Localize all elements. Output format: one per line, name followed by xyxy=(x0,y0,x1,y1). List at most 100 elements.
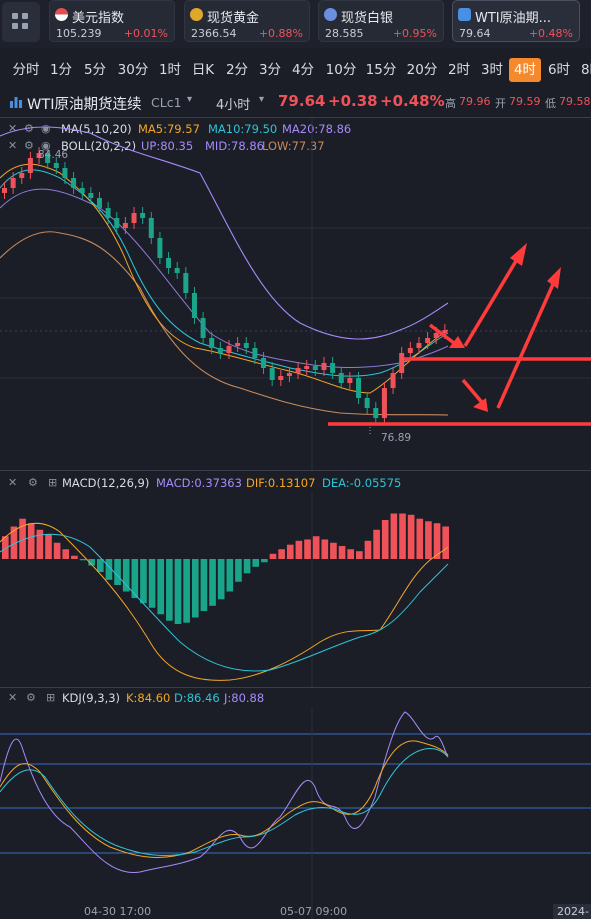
j-value: J:80.88 xyxy=(224,691,265,705)
interval-tab[interactable]: 2时 xyxy=(447,62,471,78)
expand-icon[interactable]: ⊞ xyxy=(48,476,58,489)
interval-tab[interactable]: 15分 xyxy=(365,62,397,78)
candle-body xyxy=(407,348,413,353)
interval-tab[interactable]: 3分 xyxy=(258,62,282,78)
macd-bar xyxy=(53,542,61,559)
candle-body xyxy=(278,376,284,380)
interval-tab[interactable]: 6时 xyxy=(547,62,571,78)
period-selector[interactable]: 4小时 xyxy=(216,98,251,113)
candle-body xyxy=(217,348,223,353)
macd-bar xyxy=(278,549,285,559)
gear-icon[interactable]: ⚙ xyxy=(24,139,34,152)
close-icon[interactable]: ✕ xyxy=(8,691,18,704)
arrow-head-icon xyxy=(473,398,488,412)
arrow-head-icon xyxy=(547,267,561,289)
macd-bar xyxy=(390,513,398,559)
boll-up-value: UP:80.35 xyxy=(141,139,194,153)
interval-tab[interactable]: 3时 xyxy=(480,62,504,78)
interval-tab[interactable]: 30分 xyxy=(117,62,149,78)
candle-body xyxy=(79,188,85,193)
interval-tab[interactable]: 4分 xyxy=(291,62,315,78)
time-label: 05-07 09:00 xyxy=(280,905,347,918)
symbol-code: CLc1 xyxy=(151,95,182,110)
time-label: 2024- xyxy=(557,905,589,918)
macd-bar xyxy=(433,523,441,559)
macd-bar xyxy=(416,518,424,559)
candle-body xyxy=(399,353,405,373)
interval-tab[interactable]: 日K xyxy=(191,62,215,78)
macd-bar xyxy=(321,539,329,559)
ma5-line xyxy=(0,163,449,394)
k-value: K:84.60 xyxy=(126,691,171,705)
candlestick-chart[interactable]: 84.46 76.89 xyxy=(0,118,591,470)
arrow-up-shaft xyxy=(463,250,524,347)
candle-body xyxy=(373,408,379,418)
price-change-pct: +0.48% xyxy=(380,92,445,110)
high-price-marker: 84.46 xyxy=(38,149,68,161)
macd-bar xyxy=(261,559,268,563)
expand-icon[interactable]: ⊞ xyxy=(46,691,56,704)
candle-body xyxy=(243,343,249,348)
ticker-price: 79.64 xyxy=(459,27,491,40)
macd-bar xyxy=(364,540,372,559)
last-price: 79.64 xyxy=(278,92,326,110)
macd-bar xyxy=(27,523,35,559)
ticker-spot-silver[interactable]: 现货白银 28.585 +0.95% xyxy=(318,0,444,42)
symbol-name[interactable]: WTI原油期货连续 xyxy=(27,97,142,113)
ticker-wti-oil[interactable]: WTI原油期... 79.64 +0.48% xyxy=(452,0,580,42)
close-icon[interactable]: ✕ xyxy=(8,122,18,135)
ma20-value: MA20:78.86 xyxy=(282,122,352,136)
boll-lower-line xyxy=(0,231,449,416)
gear-icon[interactable]: ⚙ xyxy=(28,476,38,489)
macd-chart[interactable] xyxy=(0,492,591,687)
ticker-name: 现货黄金 xyxy=(207,11,260,26)
candle-body xyxy=(416,343,422,348)
ma-label: MA(5,10,20) xyxy=(61,122,132,136)
ticker-spot-gold[interactable]: 现货黄金 2366.54 +0.88% xyxy=(184,0,310,42)
macd-bar xyxy=(373,529,380,559)
macd-bar xyxy=(425,521,432,559)
macd-bar xyxy=(347,549,355,559)
interval-tab[interactable]: 20分 xyxy=(406,62,438,78)
macd-bar xyxy=(157,559,165,615)
candles-group xyxy=(2,147,448,424)
macd-bar xyxy=(243,559,251,574)
ma5-value: MA5:79.57 xyxy=(138,122,200,136)
candle-body xyxy=(71,178,77,188)
candle-body xyxy=(45,153,51,163)
ma-legend: ✕ ⚙ ◉ MA(5,10,20) MA5:79.57 MA10:79.50 M… xyxy=(8,122,591,138)
macd-bar xyxy=(2,536,9,559)
interval-tab[interactable]: 1时 xyxy=(158,62,182,78)
kdj-label: KDJ(9,3,3) xyxy=(62,691,121,705)
arrow-heads xyxy=(449,243,561,412)
eye-icon[interactable]: ◉ xyxy=(41,139,51,152)
interval-tab[interactable]: 2分 xyxy=(225,62,249,78)
interval-tab-selected[interactable]: 4时 xyxy=(509,58,541,82)
low-price-marker: 76.89 xyxy=(381,432,411,444)
ticker-bar: 美元指数 105.239 +0.01% 现货黄金 2366.54 +0.88% … xyxy=(0,0,591,48)
interval-tab[interactable]: 5分 xyxy=(83,62,107,78)
candle-body xyxy=(261,358,267,368)
ticker-usd-index[interactable]: 美元指数 105.239 +0.01% xyxy=(49,0,175,42)
symbol-dropdown-icon[interactable]: ▾ xyxy=(187,94,193,105)
macd-bar xyxy=(330,542,337,559)
dif-value: DIF:0.13107 xyxy=(246,476,316,490)
silver-icon xyxy=(324,8,337,21)
interval-tab[interactable]: 1分 xyxy=(49,62,73,78)
candle-body xyxy=(364,398,370,408)
close-icon[interactable]: ✕ xyxy=(8,139,18,152)
interval-tab[interactable]: 10分 xyxy=(325,62,357,78)
chevron-down-icon[interactable]: ▾ xyxy=(259,94,265,105)
interval-tab[interactable]: 分时 xyxy=(12,62,40,78)
interval-tab[interactable]: 8时 xyxy=(580,62,591,78)
candle-body xyxy=(53,163,59,168)
eye-icon[interactable]: ◉ xyxy=(41,122,51,135)
kdj-chart[interactable]: 04-30 17:00 05-07 09:00 2024- xyxy=(0,707,591,919)
candle-body xyxy=(286,373,292,376)
gear-icon[interactable]: ⚙ xyxy=(26,691,36,704)
dea-value: DEA:-0.05575 xyxy=(322,476,402,490)
menu-grid-button[interactable] xyxy=(2,2,40,42)
ticker-change: +0.95% xyxy=(392,27,437,40)
close-icon[interactable]: ✕ xyxy=(8,476,18,489)
price-change: +0.38 xyxy=(328,92,378,110)
